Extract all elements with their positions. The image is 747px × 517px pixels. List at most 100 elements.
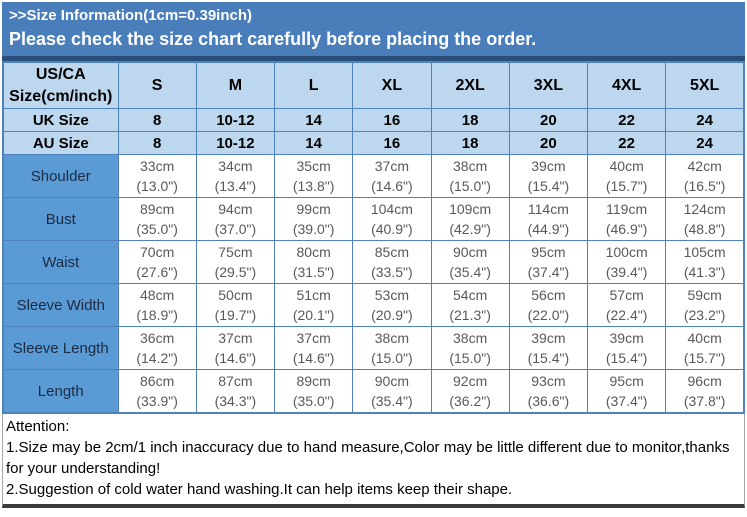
measure-inch-value: (14.6")	[214, 350, 257, 366]
measure-cell: 89cm (35.0")	[273, 369, 354, 414]
measure-cell: 39cm (15.4")	[508, 154, 589, 198]
measure-inch-value: (48.8")	[683, 221, 726, 237]
measure-inch-value: (33.5")	[371, 264, 413, 280]
measure-cm-value: 40cm	[687, 329, 722, 346]
measure-cm-value: 57cm	[609, 286, 644, 303]
measure-cell: 95cm (37.4")	[586, 369, 667, 414]
measure-cell: 53cm (20.9")	[352, 283, 432, 327]
measure-cm-value: 56cm	[531, 286, 566, 303]
measure-inch-value: (36.2")	[449, 393, 491, 409]
banner: >>Size Information(1cm=0.39inch) Please …	[2, 2, 745, 61]
std-size-cell: 10-12	[195, 131, 276, 155]
measure-inch-value: (15.7")	[683, 350, 726, 366]
measure-row: Length 86cm (33.9") 87cm (34.3") 89cm (35.0") 9…	[2, 369, 745, 414]
std-size-cell: 24	[665, 131, 745, 155]
measure-row: Waist 70cm (27.6") 75cm (29.5") 80cm (31.5") 85…	[2, 240, 745, 284]
measure-cm-value: 40cm	[609, 157, 644, 174]
measure-cell: 40cm (15.7")	[586, 154, 667, 198]
measure-cm-value: 39cm	[531, 157, 566, 174]
measure-inch-value: (39.4")	[605, 264, 648, 280]
measure-cm-value: 85cm	[374, 243, 409, 260]
measure-rows: Shoulder 33cm (13.0") 34cm (13.4") 35cm (13.8"…	[2, 154, 745, 414]
measure-inch-value: (21.3")	[449, 307, 491, 323]
measure-cm-value: 95cm	[531, 243, 566, 260]
measure-cm-value: 59cm	[687, 286, 722, 303]
measure-cell: 124cm (48.8")	[665, 197, 745, 241]
measure-cell: 37cm (14.6")	[352, 154, 432, 198]
measure-cm-value: 51cm	[296, 286, 331, 303]
std-size-cell: 20	[508, 131, 589, 155]
measure-cell: 95cm (37.4")	[508, 240, 589, 284]
measure-inch-value: (22.4")	[605, 307, 648, 323]
measure-cell: 39cm (15.4")	[586, 326, 667, 370]
size-col-header: 5XL	[665, 61, 745, 109]
measure-cell: 33cm (13.0")	[117, 154, 197, 198]
measure-inch-value: (15.0")	[371, 350, 413, 366]
measure-cell: 80cm (31.5")	[273, 240, 354, 284]
measure-row: Bust 89cm (35.0") 94cm (37.0") 99cm (39.0") 104…	[2, 197, 745, 241]
std-size-cell: 18	[430, 108, 510, 132]
size-col-header: 2XL	[430, 61, 510, 109]
measure-cell: 85cm (33.5")	[352, 240, 432, 284]
measure-inch-value: (36.6")	[527, 393, 570, 409]
measure-inch-value: (22.0")	[527, 307, 570, 323]
measure-inch-value: (34.3")	[214, 393, 257, 409]
measure-inch-value: (33.9")	[136, 393, 178, 409]
measure-cell: 93cm (36.6")	[508, 369, 589, 414]
measure-cm-value: 70cm	[140, 243, 175, 260]
measure-cm-value: 80cm	[296, 243, 331, 260]
measure-label: Waist	[2, 240, 119, 284]
measure-inch-value: (42.9")	[449, 221, 491, 237]
measure-cell: 100cm (39.4")	[586, 240, 667, 284]
measure-cell: 89cm (35.0")	[117, 197, 197, 241]
measure-cm-value: 36cm	[140, 329, 175, 346]
std-size-cell: 18	[430, 131, 510, 155]
measure-inch-value: (14.2")	[136, 350, 178, 366]
measure-cm-value: 37cm	[374, 157, 409, 174]
measure-inch-value: (39.0")	[292, 221, 335, 237]
measure-cell: 75cm (29.5")	[195, 240, 276, 284]
measure-cell: 40cm (15.7")	[665, 326, 745, 370]
measure-row: Sleeve Width 48cm (18.9") 50cm (19.7") 51cm (2…	[2, 283, 745, 327]
size-col-header: XL	[352, 61, 432, 109]
size-col-header: 4XL	[586, 61, 667, 109]
measure-cm-value: 90cm	[453, 243, 488, 260]
measure-inch-value: (20.1")	[292, 307, 335, 323]
measure-inch-value: (37.4")	[605, 393, 648, 409]
measure-cell: 86cm (33.9")	[117, 369, 197, 414]
measure-inch-value: (15.7")	[605, 178, 648, 194]
measure-cm-value: 100cm	[605, 243, 648, 260]
measure-cell: 38cm (15.0")	[430, 326, 510, 370]
measure-label: Sleeve Length	[2, 326, 119, 370]
measure-cell: 34cm (13.4")	[195, 154, 276, 198]
measure-cell: 90cm (35.4")	[352, 369, 432, 414]
measure-inch-value: (15.4")	[527, 350, 570, 366]
measure-cm-value: 53cm	[374, 286, 409, 303]
measure-label: Shoulder	[2, 154, 119, 198]
measure-cm-value: 124cm	[683, 200, 726, 217]
uk-size-row: UK Size 8 10-12 14 16 18 20 22 24	[2, 108, 745, 132]
corner-header: US/CA Size(cm/inch)	[2, 61, 119, 109]
measure-inch-value: (13.0")	[136, 178, 178, 194]
measure-cell: 37cm (14.6")	[273, 326, 354, 370]
attention-note-2: 2.Suggestion of cold water hand washing.…	[6, 481, 513, 498]
measure-cell: 37cm (14.6")	[195, 326, 276, 370]
measure-cm-value: 119cm	[606, 200, 648, 217]
std-size-cell: 8	[117, 108, 197, 132]
std-size-cell: 24	[665, 108, 745, 132]
std-size-cell: 16	[352, 131, 432, 155]
measure-cm-value: 90cm	[374, 372, 409, 389]
measure-cell: 104cm (40.9")	[352, 197, 432, 241]
corner-header-line1: US/CA	[35, 65, 86, 83]
measure-inch-value: (16.5")	[683, 178, 726, 194]
size-col-header: 3XL	[508, 61, 589, 109]
measure-cm-value: 92cm	[453, 372, 488, 389]
measure-cell: 48cm (18.9")	[117, 283, 197, 327]
measure-cm-value: 89cm	[296, 372, 331, 389]
measure-cm-value: 37cm	[296, 329, 331, 346]
size-col-header: S	[117, 61, 197, 109]
uk-size-label: UK Size	[2, 108, 119, 132]
measure-inch-value: (29.5")	[214, 264, 257, 280]
measure-cell: 38cm (15.0")	[352, 326, 432, 370]
